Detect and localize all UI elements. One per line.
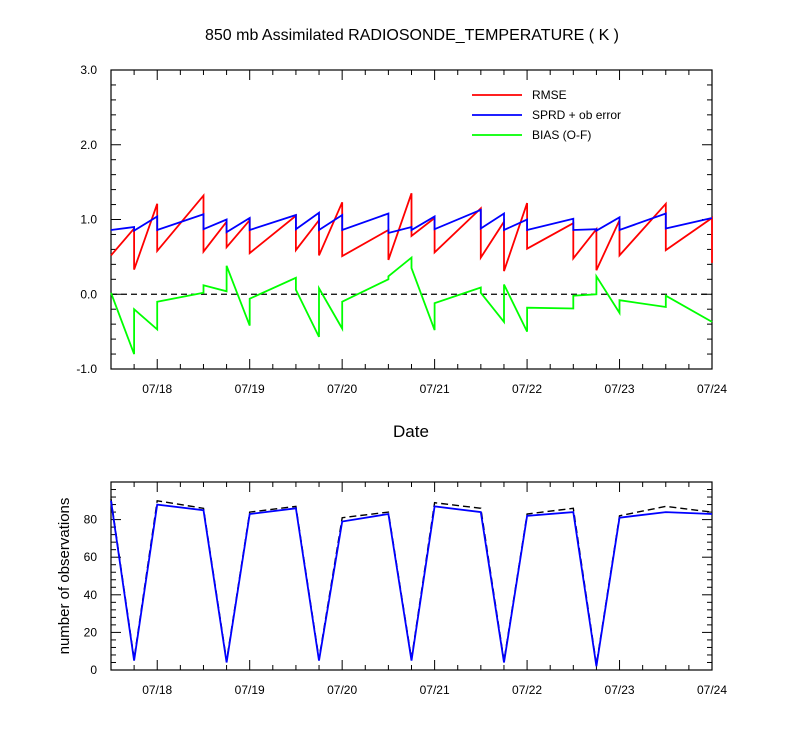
bottom-x-tick-label: 07/18 [142,683,172,697]
bottom-series-obs-series-0 [110,498,713,665]
bottom-y-tick-label: 40 [84,588,98,602]
bottom-y-tick-label: 20 [84,625,98,639]
top-series-sprd-ob-error [110,208,713,235]
x-axis-label: Date [393,422,429,441]
legend-entry: BIAS (O-F) [532,128,591,142]
bottom-y-tick-label: 60 [84,550,98,564]
legend-entry: SPRD + ob error [532,108,621,122]
bottom-x-tick-label: 07/23 [605,683,635,697]
legend-entry: RMSE [532,88,567,102]
chart-title: 850 mb Assimilated RADIOSONDE_TEMPERATUR… [205,27,619,44]
top-y-tick-label: 1.0 [80,213,97,227]
bottom-x-tick-label: 07/22 [512,683,542,697]
top-x-tick-label: 07/22 [512,382,542,396]
bottom-panel: 07/18 07/19 07/20 07/21 07/22 07/23 07/24 0 20 40… [84,481,727,697]
top-x-tick-label: 07/19 [235,382,265,396]
top-x-tick-label: 07/20 [327,382,357,396]
top-x-tick-label: 07/24 [697,382,727,396]
top-y-tick-label: 3.0 [80,63,97,77]
top-y-tick-label: 2.0 [80,138,97,152]
bottom-x-tick-label: 07/21 [420,683,450,697]
bottom-y-tick-label: 0 [90,663,97,677]
top-x-tick-label: 07/18 [142,382,172,396]
bottom-x-tick-label: 07/20 [327,683,357,697]
bottom-x-tick-label: 07/24 [697,683,727,697]
bottom-series-obs-series-1 [110,500,713,667]
top-x-tick-label: 07/23 [605,382,635,396]
top-y-tick-label: -1.0 [76,362,97,376]
top-panel: 07/18 07/19 07/20 07/21 07/22 07/23 07/24 -1.0 0… [76,63,727,396]
bottom-x-tick-label: 07/19 [235,683,265,697]
bottom-y-tick-label: 80 [84,513,98,527]
top-x-tick-label: 07/21 [420,382,450,396]
top-y-tick-label: 0.0 [80,287,97,301]
y-axis-label-observations: number of observations [56,498,73,655]
top-series-rmse [110,193,713,272]
top-series-bias-o-f [110,255,713,355]
